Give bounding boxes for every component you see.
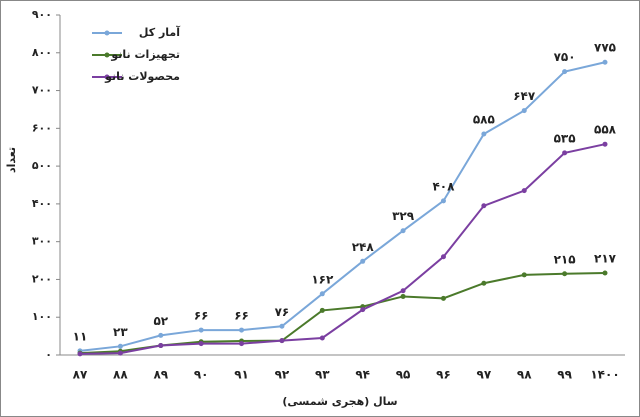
x-tick-label: ۹۳ (315, 368, 330, 382)
point (319, 291, 325, 297)
data-label: ۷۷۵ (594, 41, 616, 55)
data-label: ۵۸۵ (473, 113, 495, 127)
point (562, 150, 568, 156)
legend-marker (104, 74, 110, 80)
x-tick-label: ۸۹ (153, 368, 168, 382)
y-tick-label: ۲۰۰ (32, 272, 52, 285)
y-tick-label: ۵۰۰ (32, 159, 52, 172)
y-tick-label: ۴۰۰ (32, 197, 52, 210)
point (400, 228, 406, 234)
y-tick-label: ۰ (45, 348, 52, 361)
x-tick-label: ۱۴۰۰ (590, 368, 619, 382)
data-label: ۶۶ (234, 309, 249, 323)
x-tick-label: ۹۵ (396, 368, 411, 382)
data-label: ۳۲۹ (392, 209, 415, 223)
point (239, 327, 245, 333)
data-label: ۲۳ (113, 325, 128, 339)
point (602, 270, 608, 276)
legend-marker (104, 30, 110, 36)
point (562, 69, 568, 75)
point (481, 280, 487, 286)
x-tick-label: ۹۱ (234, 368, 249, 382)
point (360, 258, 366, 264)
point (158, 343, 164, 349)
point (481, 203, 487, 209)
data-label: ۲۱۵ (554, 252, 576, 266)
point (521, 188, 527, 194)
y-tick-label: ۹۰۰ (32, 8, 52, 21)
point (198, 341, 204, 347)
y-tick-label: ۸۰۰ (32, 46, 52, 59)
data-label: ۵۲ (153, 314, 168, 328)
x-tick-label: ۹۰ (194, 368, 209, 382)
x-tick-label: ۹۶ (436, 368, 451, 382)
legend-label: محصولات نانو (104, 70, 180, 83)
data-label: ۶۶ (194, 309, 209, 323)
y-axis-title: تعداد (5, 147, 18, 173)
x-tick-label: ۸۸ (113, 368, 128, 382)
point (602, 141, 608, 147)
data-label: ۱۱ (73, 329, 88, 343)
x-tick-label: ۹۷ (477, 368, 492, 382)
data-label: ۷۶ (275, 305, 290, 319)
point (400, 293, 406, 299)
point (239, 341, 245, 347)
point (440, 254, 446, 260)
point (319, 307, 325, 313)
y-tick-label: ۱۰۰ (32, 310, 52, 323)
point (440, 295, 446, 301)
y-tick-label: ۳۰۰ (32, 235, 52, 248)
point (602, 59, 608, 65)
point (279, 323, 285, 329)
point (521, 272, 527, 278)
point (440, 198, 446, 204)
y-tick-label: ۶۰۰ (32, 121, 52, 134)
point (521, 108, 527, 114)
point (158, 332, 164, 338)
series-line (79, 143, 606, 355)
series-line (79, 61, 606, 352)
x-tick-label: ۹۸ (517, 368, 532, 382)
legend-label: تجهیزات نانو (110, 48, 180, 61)
point (481, 131, 487, 137)
legend-marker (104, 52, 110, 58)
data-label: ۱۶۲ (311, 272, 334, 286)
data-label: ۵۳۵ (554, 131, 576, 145)
x-tick-label: ۹۲ (275, 368, 290, 382)
point (400, 288, 406, 294)
data-label: ۲۱۷ (594, 252, 617, 266)
x-tick-label: ۹۴ (355, 368, 370, 382)
data-label: ۴۰۸ (432, 179, 455, 193)
point (198, 327, 204, 333)
y-tick-label: ۷۰۰ (32, 84, 52, 97)
data-label: ۶۴۷ (513, 89, 536, 103)
data-label: ۷۵۰ (554, 50, 576, 64)
point (360, 307, 366, 313)
point (77, 351, 83, 357)
x-tick-label: ۸۷ (73, 368, 88, 382)
point (319, 335, 325, 341)
point (562, 271, 568, 277)
legend-label: آمار کل (139, 25, 180, 39)
x-tick-label: ۹۹ (557, 368, 572, 382)
x-axis-title: سال (هجری شمسی) (282, 395, 397, 408)
point (117, 343, 123, 349)
point (117, 350, 123, 356)
data-label: ۲۴۸ (352, 240, 375, 254)
data-label: ۵۵۸ (594, 123, 617, 137)
point (279, 338, 285, 344)
